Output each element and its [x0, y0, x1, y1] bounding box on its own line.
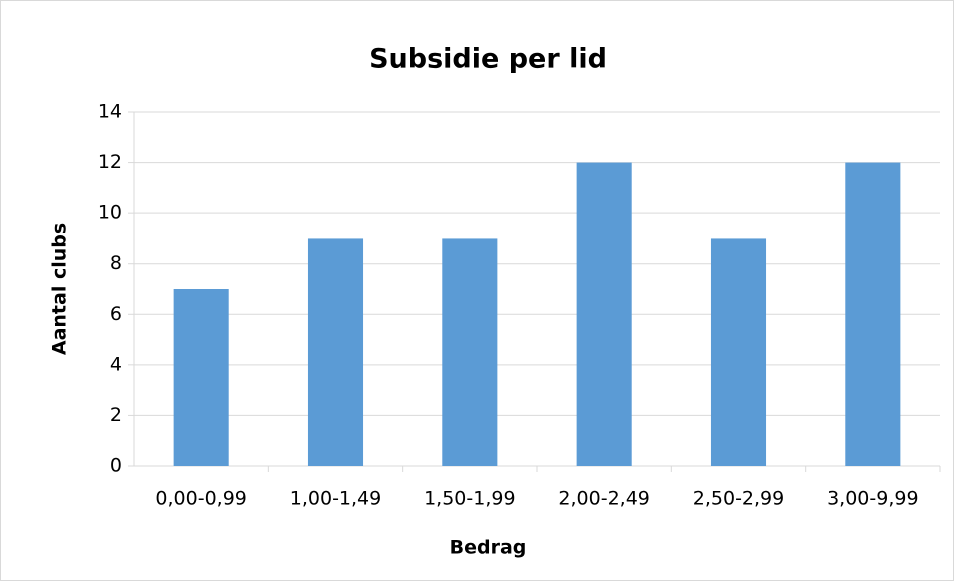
x-tick-label: 2,00-2,49: [558, 488, 649, 510]
y-tick-label: 2: [110, 404, 122, 426]
y-tick-label: 12: [98, 151, 122, 173]
x-tick-label: 0,00-0,99: [155, 488, 246, 510]
y-tick-label: 0: [110, 455, 122, 477]
bar: [576, 162, 632, 467]
x-tick-label: 1,00-1,49: [290, 488, 381, 510]
bar: [710, 238, 767, 466]
y-tick-label: 14: [98, 101, 122, 123]
y-tick-label: 4: [110, 353, 122, 375]
chart-title: Subsidie per lid: [369, 44, 607, 75]
x-tick-label: 1,50-1,99: [424, 488, 515, 510]
bar: [307, 238, 364, 466]
y-axis-label: Aantal clubs: [49, 223, 71, 355]
y-tick-label: 8: [110, 252, 122, 274]
y-tick-label: 6: [110, 303, 122, 325]
bar: [173, 289, 229, 466]
bar: [845, 162, 901, 467]
x-tick-label: 2,50-2,99: [693, 488, 784, 510]
y-tick-label: 10: [98, 202, 122, 224]
x-axis-label: Bedrag: [450, 537, 527, 559]
x-tick-label: 3,00-9,99: [827, 488, 918, 510]
bar: [442, 238, 498, 466]
